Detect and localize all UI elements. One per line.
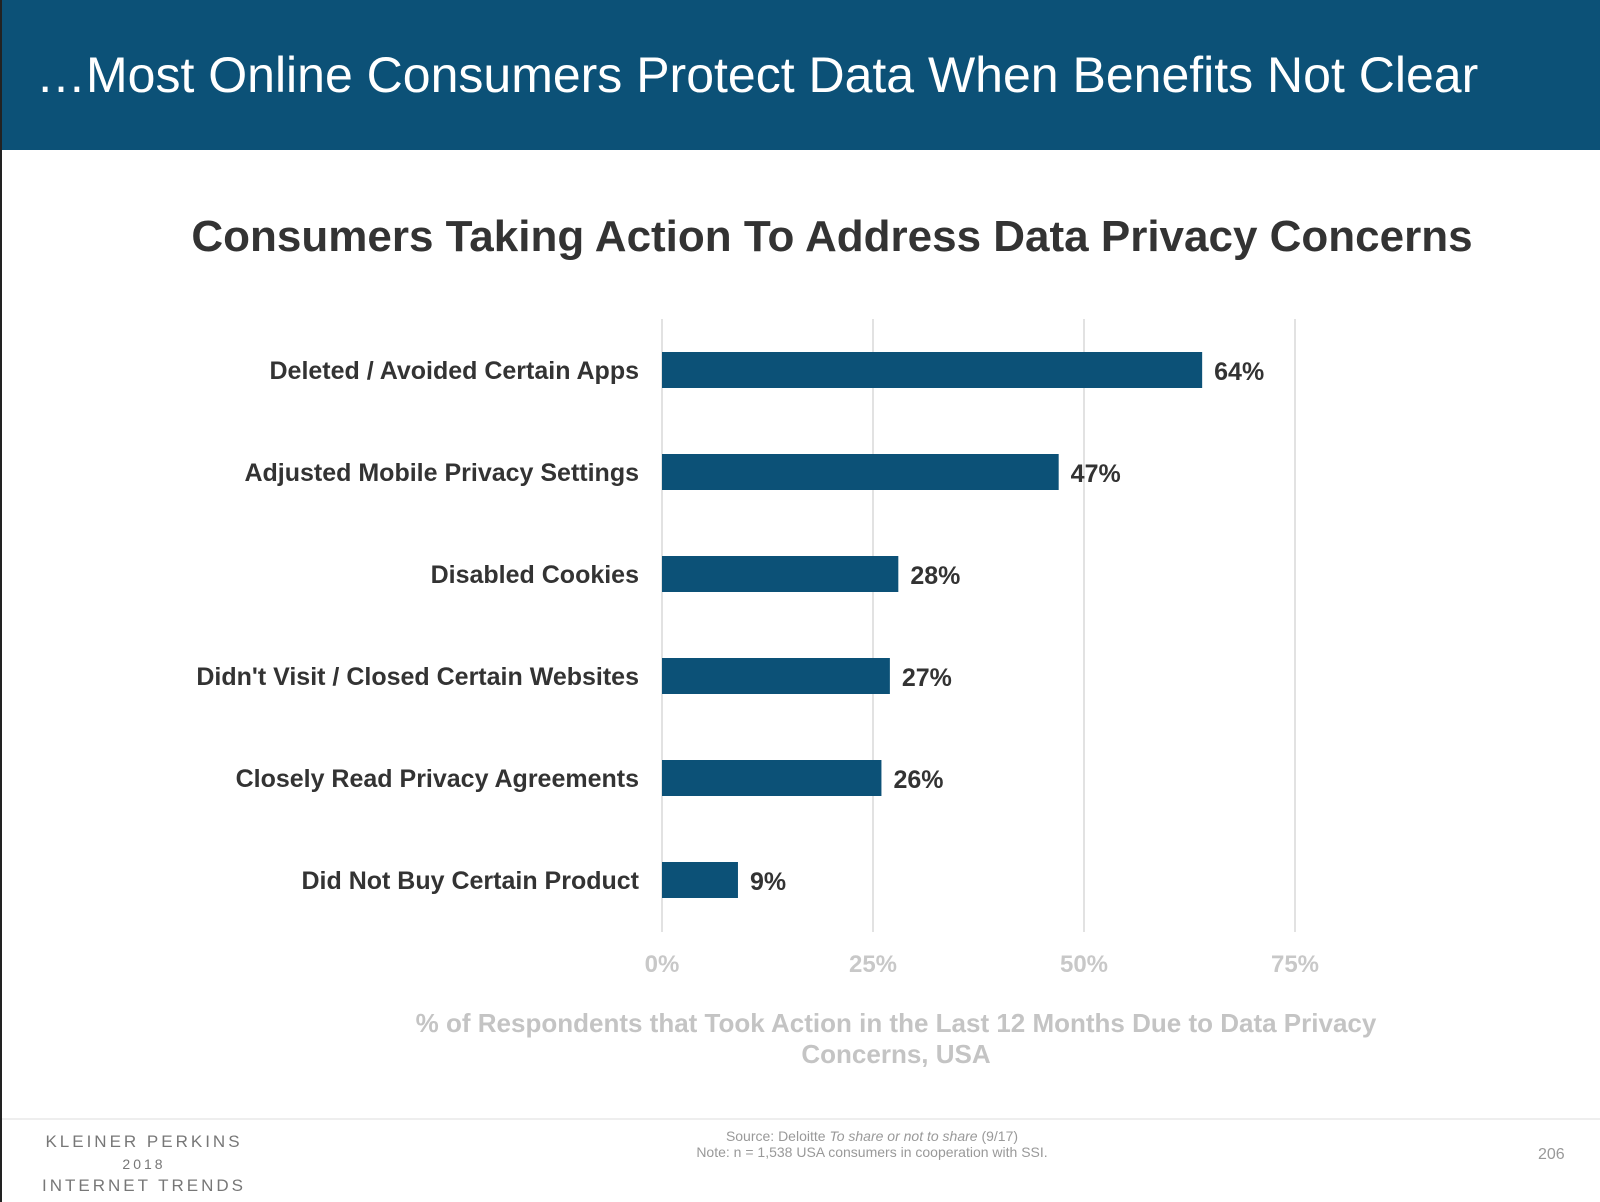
- x-tick-label: 25%: [849, 951, 897, 978]
- source-suffix: (9/17): [977, 1128, 1019, 1144]
- bar: [662, 862, 738, 898]
- data-label: 64%: [1214, 358, 1264, 386]
- x-tick-label: 0%: [645, 951, 680, 978]
- source-note: Source: Deloitte To share or not to shar…: [602, 1128, 1142, 1160]
- note-line: Note: n = 1,538 USA consumers in coopera…: [696, 1144, 1048, 1160]
- logo-line-2: 2018: [122, 1156, 166, 1172]
- x-tick-label: 75%: [1271, 951, 1319, 978]
- bar: [662, 352, 1203, 388]
- header-banner: …Most Online Consumers Protect Data When…: [2, 0, 1600, 150]
- category-label: Closely Read Privacy Agreements: [236, 765, 639, 793]
- source-line: Source: Deloitte To share or not to shar…: [602, 1128, 1142, 1144]
- data-label: 26%: [893, 766, 943, 794]
- bar-chart: 0% 25% 50% 75% Deleted / Avoided Certain App…: [196, 319, 1319, 978]
- bar: [662, 454, 1059, 490]
- category-label: Adjusted Mobile Privacy Settings: [244, 459, 639, 487]
- data-label: 27%: [902, 664, 952, 692]
- category-label: Disabled Cookies: [431, 561, 639, 589]
- bar: [662, 658, 890, 694]
- source-title: To share or not to share: [829, 1128, 978, 1144]
- bar: [662, 760, 882, 796]
- logo-line-1: KLEINER PERKINS: [45, 1132, 243, 1151]
- data-label: 9%: [750, 868, 786, 896]
- data-label: 47%: [1071, 460, 1121, 488]
- slide-title: …Most Online Consumers Protect Data When…: [36, 47, 1479, 103]
- category-label: Deleted / Avoided Certain Apps: [269, 357, 639, 385]
- footer-divider: [2, 1118, 1600, 1120]
- chart-title: Consumers Taking Action To Address Data …: [191, 212, 1473, 261]
- kleiner-perkins-logo: KLEINER PERKINS 2018 INTERNET TRENDS: [24, 1132, 264, 1196]
- bar: [662, 556, 899, 592]
- source-prefix: Source: Deloitte: [725, 1128, 830, 1144]
- category-label: Didn't Visit / Closed Certain Websites: [196, 663, 639, 691]
- x-axis-label: % of Respondents that Took Action in the…: [415, 1008, 1377, 1069]
- logo-line-3: INTERNET TRENDS: [41, 1176, 246, 1195]
- category-label: Did Not Buy Certain Product: [301, 867, 639, 895]
- data-label: 28%: [910, 562, 960, 590]
- page-number: 206: [1538, 1146, 1565, 1163]
- x-tick-label: 50%: [1060, 951, 1108, 978]
